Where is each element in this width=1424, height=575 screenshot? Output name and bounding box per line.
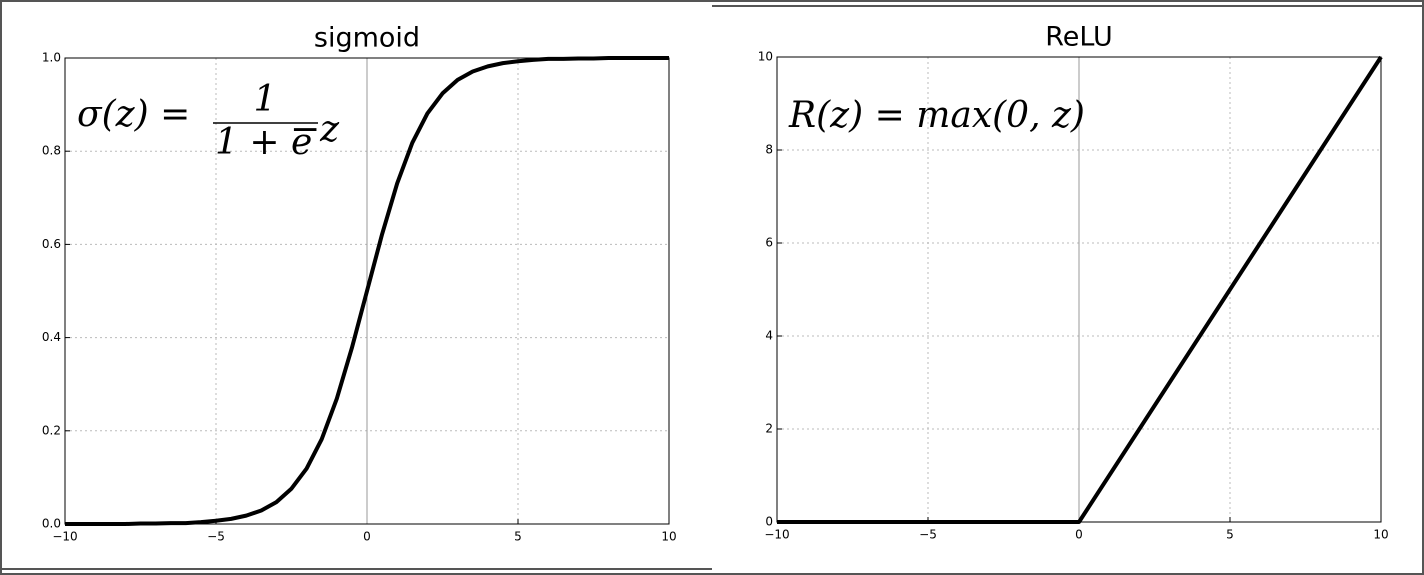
curve (777, 55, 1383, 524)
x-tick-label: 10 (1373, 528, 1388, 542)
x-tick-label: −10 (764, 528, 789, 542)
y-tick-label: 6 (765, 236, 773, 250)
y-tick-label: 8 (765, 143, 773, 157)
y-tick-label: 4 (765, 329, 773, 343)
formula-exponent: −z (290, 109, 340, 150)
formula-lhs: σ(z) = (77, 94, 190, 135)
x-tick-label: 0 (363, 530, 371, 544)
x-tick-label: 10 (661, 530, 676, 544)
formula: R(z) = max(0, z) (788, 95, 1085, 136)
y-tick-label: 2 (765, 422, 773, 436)
y-tick-label: 0.6 (42, 237, 61, 251)
x-tick-label: −5 (207, 530, 225, 544)
x-tick-label: −5 (919, 528, 937, 542)
y-tick-label: 0.2 (42, 423, 61, 437)
y-tick-label: 0.8 (42, 144, 61, 158)
formula-numerator: 1 (254, 79, 277, 120)
curve (65, 56, 669, 526)
chart-title: sigmoid (314, 23, 420, 54)
x-tick-label: 0 (1075, 528, 1083, 542)
y-tick-label: 0.4 (42, 330, 61, 344)
plot-frame (64, 57, 670, 525)
y-tick-label: 0 (765, 515, 773, 529)
y-tick-label: 10 (758, 50, 773, 64)
y-tick-label: 1.0 (42, 51, 61, 65)
x-tick-label: −10 (52, 530, 77, 544)
formula-denominator: 1 + e (215, 122, 312, 163)
y-tick-label: 0.0 (42, 517, 61, 531)
chart-title: ReLU (1045, 22, 1113, 53)
x-tick-label: 5 (514, 530, 522, 544)
x-tick-label: 5 (1226, 528, 1234, 542)
